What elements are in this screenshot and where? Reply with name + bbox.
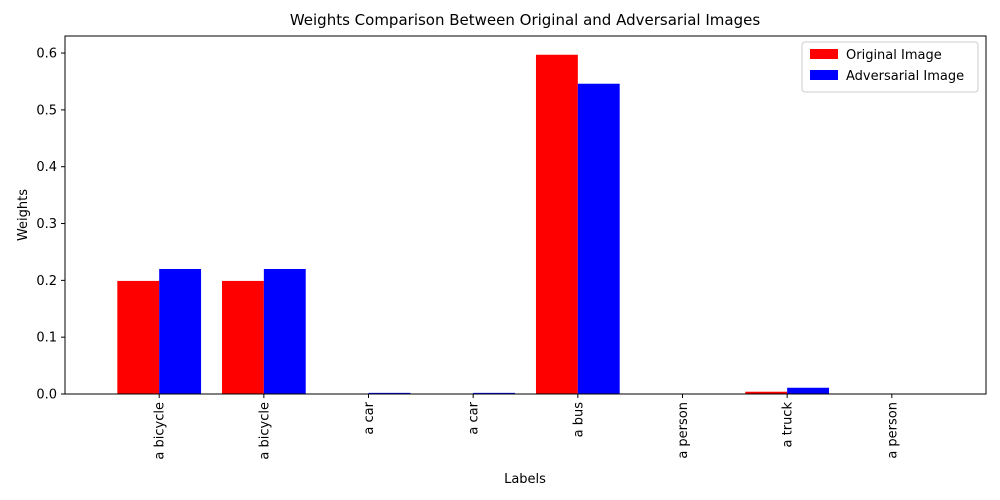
y-tick-label: 0.0	[36, 388, 57, 403]
y-tick-label: 0.6	[36, 47, 57, 62]
y-tick-label: 0.2	[36, 274, 57, 289]
legend-label-0: Original Image	[846, 48, 942, 63]
x-tick-label: a bus	[571, 402, 586, 438]
bar-adversarial-0	[159, 268, 202, 394]
chart-title: Weights Comparison Between Original and …	[290, 11, 761, 29]
legend-box	[801, 41, 979, 93]
plot-frame	[64, 35, 987, 395]
bar-original-6	[745, 391, 788, 394]
x-tick-label: a bicycle	[153, 402, 168, 460]
x-tick-label: a bicycle	[257, 402, 272, 460]
bar-adversarial-4	[577, 83, 620, 394]
y-tick-label: 0.3	[36, 217, 57, 232]
x-axis-label: Labels	[504, 472, 546, 487]
legend: Original Image Adversarial Image	[801, 41, 979, 93]
x-tick-label: a car	[467, 401, 482, 434]
legend-label-1: Adversarial Image	[846, 69, 964, 84]
bar-adversarial-6	[787, 387, 830, 394]
x-tick-label: a truck	[781, 402, 796, 448]
plot-area: 0.0 0.1 0.2 0.3 0.4 0.5 0.6 a bicycle a bicycle a…	[36, 35, 987, 460]
x-tick-label: a person	[885, 402, 900, 459]
y-tick-label: 0.1	[36, 331, 57, 346]
y-tick-label: 0.5	[36, 103, 57, 118]
bar-original-1	[221, 280, 264, 394]
y-tick-label: 0.4	[36, 160, 57, 175]
bar-adversarial-2	[368, 392, 411, 394]
x-tick-label: a person	[676, 402, 691, 459]
x-tick-label: a car	[362, 401, 377, 434]
bar-adversarial-3	[473, 392, 516, 394]
bar-original-4	[535, 54, 578, 394]
y-axis-label: Weights	[16, 189, 31, 241]
bar-adversarial-1	[263, 268, 306, 394]
legend-swatch-1	[810, 70, 838, 80]
bar-original-0	[117, 280, 160, 394]
legend-swatch-0	[810, 49, 838, 59]
